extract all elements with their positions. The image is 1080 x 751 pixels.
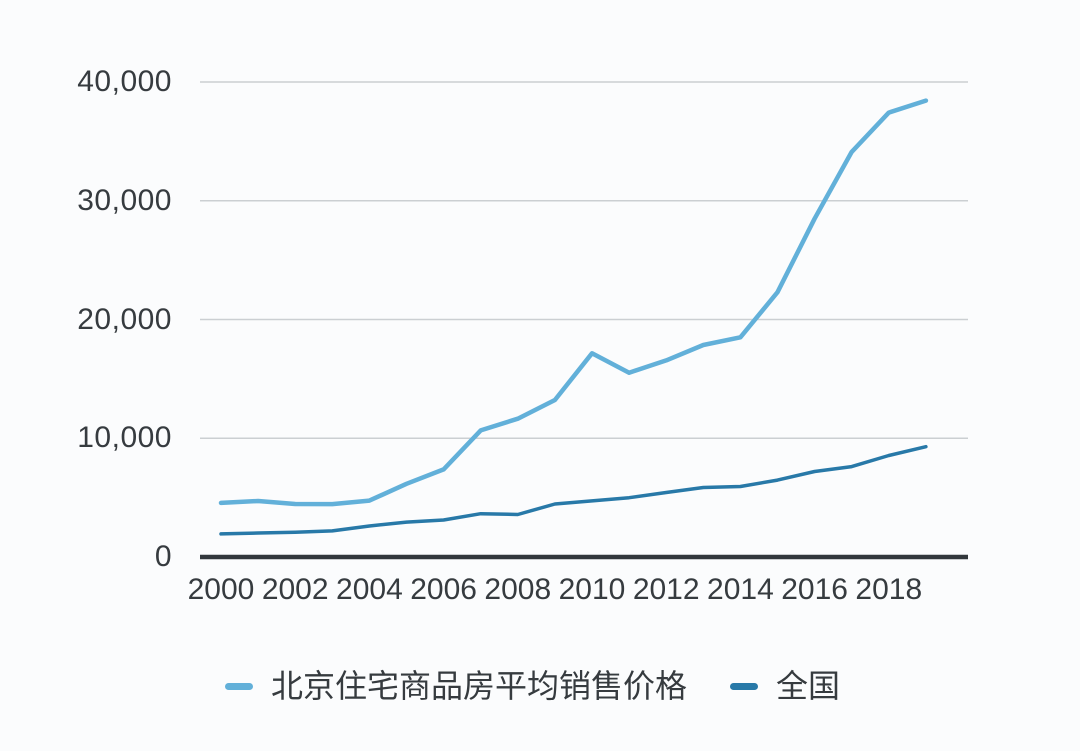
- x-axis-tick-label: 2000: [187, 573, 255, 606]
- x-axis-tick-label: 2016: [781, 573, 848, 606]
- y-axis-tick-label: 10,000: [77, 421, 172, 455]
- x-axis-tick-label: 2008: [484, 573, 552, 606]
- y-axis-tick-label: 0: [154, 540, 172, 573]
- series-line-beijing: [218, 98, 929, 507]
- x-axis-tick-label: 2018: [855, 573, 923, 606]
- legend-line-swatch-beijing: [225, 682, 253, 690]
- x-axis-tick-label: 2006: [410, 573, 477, 606]
- x-axis-tick-label: 2012: [632, 573, 700, 606]
- x-axis-tick-label: 2010: [558, 573, 626, 606]
- y-axis-tick-label: 30,000: [77, 183, 172, 217]
- chart-legend: 北京住宅商品房平均销售价格 全国: [0, 664, 1080, 708]
- legend-item-beijing: 北京住宅商品房平均销售价格: [225, 664, 687, 708]
- series-line-national: [219, 444, 928, 536]
- x-axis-tick-label: 2014: [707, 573, 774, 606]
- legend-label-national: 全国: [776, 668, 841, 704]
- legend-item-national: 全国: [730, 664, 840, 708]
- y-axis-tick-label: 20,000: [77, 302, 172, 336]
- x-axis-tick-label: 2004: [336, 573, 403, 606]
- legend-label-beijing: 北京住宅商品房平均销售价格: [271, 668, 688, 704]
- y-axis-tick-label: 40,000: [77, 65, 172, 98]
- x-axis-tick-label: 2002: [261, 573, 329, 606]
- legend-line-swatch-national: [730, 682, 758, 690]
